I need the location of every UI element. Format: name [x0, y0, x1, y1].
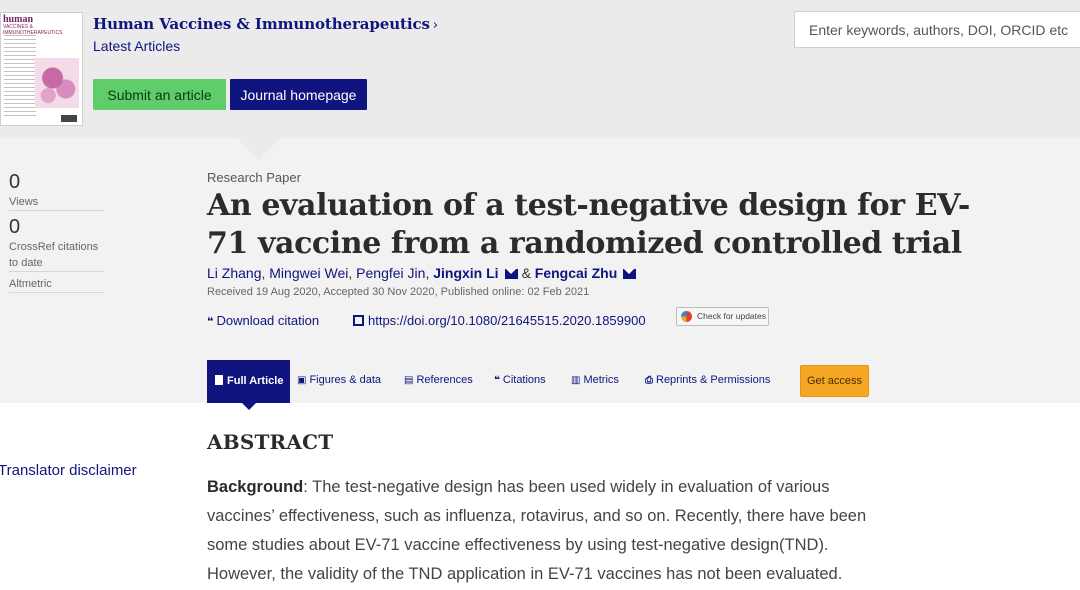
- article-type: Research Paper: [207, 170, 301, 185]
- corresponding-author-link[interactable]: Jingxin Li: [433, 265, 499, 281]
- corresponding-author-link[interactable]: Fengcai Zhu: [534, 265, 618, 281]
- translator-disclaimer-link[interactable]: Translator disclaimer: [0, 462, 137, 479]
- publication-dates: Received 19 Aug 2020, Accepted 30 Nov 20…: [207, 286, 590, 298]
- chevron-right-icon: ›: [432, 18, 438, 33]
- article-title: An evaluation of a test-negative design …: [207, 188, 970, 261]
- crossref-count: 0: [9, 216, 21, 238]
- altmetric-label[interactable]: Altmetric: [9, 278, 52, 290]
- journal-title-link[interactable]: Human Vaccines & Immunotherapeutics ›: [93, 15, 438, 33]
- bar-chart-icon: ▥: [571, 375, 581, 386]
- download-citation-label: Download citation: [216, 313, 320, 328]
- journal-homepage-button[interactable]: Journal homepage: [230, 79, 367, 110]
- abstract-heading: ABSTRACT: [207, 430, 334, 454]
- tab-citations[interactable]: ❝ Citations: [494, 374, 546, 386]
- divider: [9, 292, 104, 293]
- check-updates-label: Check for updates: [697, 311, 766, 321]
- views-count: 0: [9, 171, 21, 193]
- article-header-band: [0, 138, 1080, 403]
- section-label: Latest Articles: [93, 38, 181, 54]
- search-input[interactable]: [794, 11, 1080, 48]
- divider: [9, 271, 104, 272]
- author-list: Li Zhang, Mingwei Wei, Pengfei Jin, Jing…: [207, 265, 640, 281]
- quote-icon: ❝: [207, 315, 214, 328]
- submit-article-button[interactable]: Submit an article: [93, 79, 226, 110]
- print-icon: ⎙: [645, 375, 653, 386]
- author-link[interactable]: Li Zhang: [207, 265, 262, 281]
- download-citation-link[interactable]: ❝ Download citation: [207, 313, 319, 328]
- tab-references[interactable]: ▤ References: [404, 374, 473, 386]
- cover-text-lines: [4, 35, 36, 119]
- email-icon[interactable]: [504, 269, 518, 279]
- tab-full-article-label: Full Article: [227, 375, 284, 387]
- cover-illustration: [35, 58, 79, 108]
- book-icon: ▤: [404, 375, 414, 386]
- divider: [9, 210, 104, 211]
- page-icon: [215, 375, 223, 385]
- abstract-lead: Background: [207, 478, 304, 496]
- author-link[interactable]: Pengfei Jin: [356, 265, 426, 281]
- cover-subtitle: VACCINES & IMMUNOTHERAPEUTICS: [3, 24, 63, 36]
- header-notch: [237, 138, 281, 160]
- tab-metrics[interactable]: ▥ Metrics: [571, 374, 619, 386]
- abstract-text: Background: The test-negative design has…: [207, 473, 897, 589]
- abstract-body: : The test-negative design has been used…: [207, 478, 867, 583]
- doi-link[interactable]: https://doi.org/10.1080/21645515.2020.18…: [353, 313, 646, 328]
- cover-title: human: [3, 14, 34, 25]
- article-metrics-sidebar: 0 Views 0 CrossRef citations to date Alt…: [9, 170, 104, 297]
- tab-figures[interactable]: ▣ Figures & data: [297, 374, 381, 386]
- tab-full-article[interactable]: Full Article: [207, 360, 290, 410]
- check-for-updates-button[interactable]: Check for updates: [676, 307, 769, 326]
- journal-title: Human Vaccines & Immunotherapeutics: [93, 15, 430, 33]
- image-icon: ▣: [297, 375, 307, 386]
- doi-text: https://doi.org/10.1080/21645515.2020.18…: [368, 313, 646, 328]
- tab-reprints[interactable]: ⎙ Reprints & Permissions: [645, 374, 771, 386]
- email-icon[interactable]: [623, 269, 637, 279]
- journal-header: human VACCINES & IMMUNOTHERAPEUTICS Huma…: [0, 0, 1080, 138]
- crossmark-icon: [681, 311, 692, 322]
- views-label: Views: [9, 196, 39, 208]
- journal-cover-image[interactable]: human VACCINES & IMMUNOTHERAPEUTICS: [0, 12, 83, 126]
- cover-publisher-logo: [61, 115, 77, 122]
- external-link-icon: [353, 315, 364, 326]
- crossref-label: CrossRef citations to date: [9, 241, 99, 269]
- author-link[interactable]: Mingwei Wei: [269, 265, 349, 281]
- get-access-button[interactable]: Get access: [800, 365, 869, 397]
- quote-icon: ❝: [494, 375, 500, 386]
